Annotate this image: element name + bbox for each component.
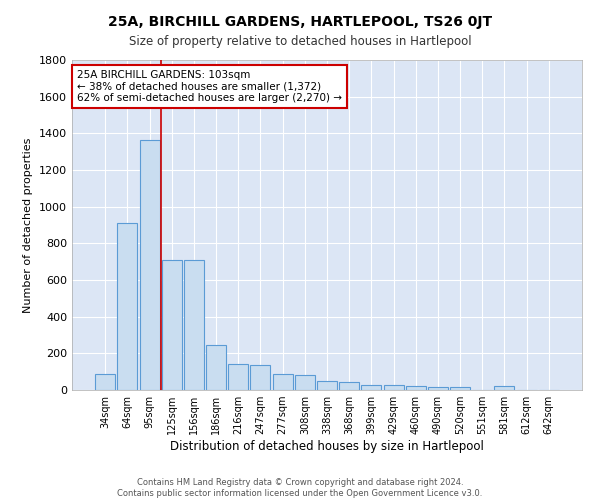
Bar xyxy=(383,384,404,390)
Text: 25A BIRCHILL GARDENS: 103sqm
← 38% of detached houses are smaller (1,372)
62% of: 25A BIRCHILL GARDENS: 103sqm ← 38% of de… xyxy=(77,70,342,103)
Bar xyxy=(494,386,514,390)
Bar xyxy=(228,364,248,390)
Bar xyxy=(250,365,271,390)
Y-axis label: Number of detached properties: Number of detached properties xyxy=(23,138,34,312)
Bar xyxy=(339,382,359,390)
Bar xyxy=(450,387,470,390)
Bar xyxy=(206,344,226,390)
Text: 25A, BIRCHILL GARDENS, HARTLEPOOL, TS26 0JT: 25A, BIRCHILL GARDENS, HARTLEPOOL, TS26 … xyxy=(108,15,492,29)
Bar xyxy=(272,374,293,390)
Bar xyxy=(95,374,115,390)
Bar xyxy=(406,386,426,390)
Bar xyxy=(361,386,382,390)
Bar xyxy=(184,260,204,390)
Text: Size of property relative to detached houses in Hartlepool: Size of property relative to detached ho… xyxy=(128,35,472,48)
Bar xyxy=(140,140,160,390)
Bar xyxy=(118,223,137,390)
Text: Contains HM Land Registry data © Crown copyright and database right 2024.
Contai: Contains HM Land Registry data © Crown c… xyxy=(118,478,482,498)
Bar xyxy=(295,376,315,390)
Bar xyxy=(162,260,182,390)
Bar xyxy=(428,387,448,390)
Bar xyxy=(317,381,337,390)
X-axis label: Distribution of detached houses by size in Hartlepool: Distribution of detached houses by size … xyxy=(170,440,484,453)
